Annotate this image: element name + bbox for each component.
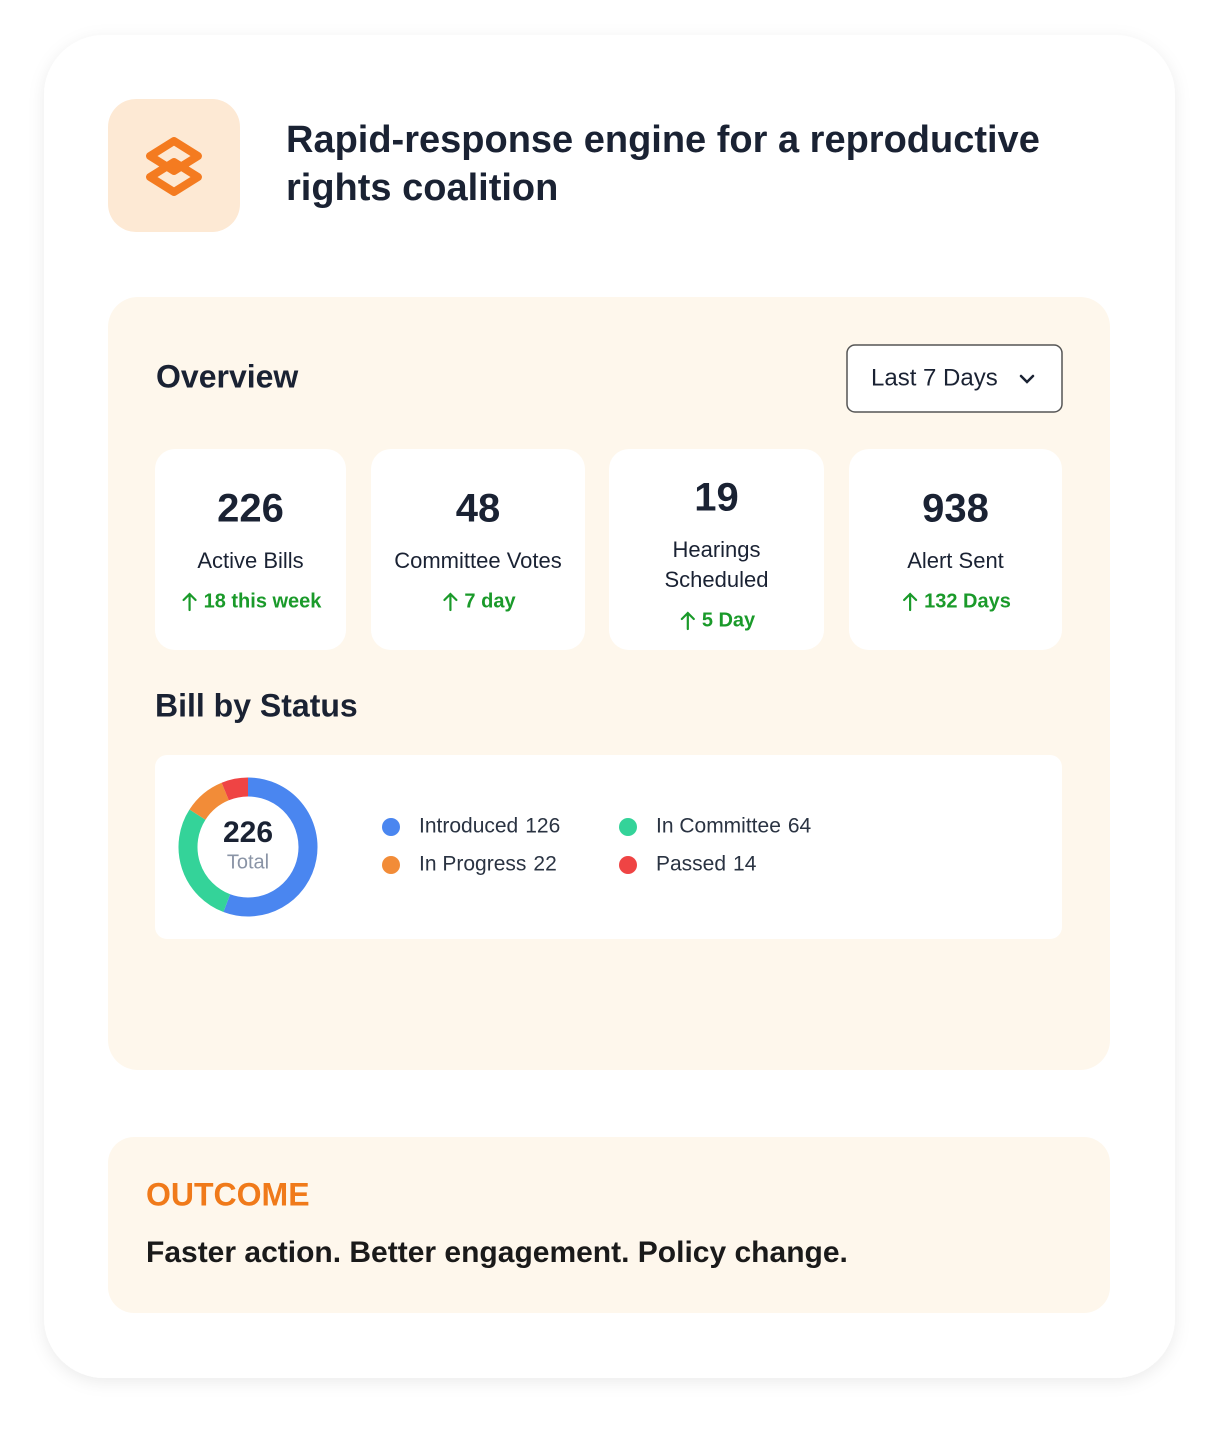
arrow-icon <box>443 592 458 612</box>
dropdown-label[interactable]: Last 7 Days <box>871 364 998 391</box>
donut <box>178 777 318 917</box>
stat-value: 48 <box>456 487 501 531</box>
legend: Introduced 126 In Committee 64 In Progress 22… <box>382 815 812 876</box>
stat-change: 132 Days <box>924 590 1011 612</box>
outcome-label: OUTCOME <box>146 1176 310 1212</box>
dropdown-box[interactable] <box>846 344 1063 413</box>
stat-label: Committee Votes <box>394 548 562 573</box>
donut-segment <box>178 809 231 913</box>
stat-card <box>609 449 824 650</box>
range-dropdown[interactable]: Last 7 Days <box>846 344 1063 413</box>
overview-panel <box>108 297 1110 1070</box>
donut-segment <box>189 782 230 821</box>
stat-value: 19 <box>694 476 739 520</box>
stat-change: 7 day <box>464 590 516 612</box>
donut-segment <box>223 777 318 917</box>
chart-title: Bill by Status <box>155 687 358 723</box>
stat-label: Scheduled <box>665 567 769 592</box>
donut-segment <box>221 777 249 801</box>
legend-dot <box>382 818 400 836</box>
chevron[interactable] <box>1019 374 1035 384</box>
stats: 226 Active Bills 18 this week 48 Committee V… <box>155 449 1062 650</box>
stat-label: Hearings <box>672 537 760 562</box>
arrow-icon <box>182 592 197 612</box>
stat-change: 5 Day <box>702 609 756 631</box>
overview-title: Overview <box>156 358 298 394</box>
legend-name: Passed <box>656 853 726 876</box>
legend-value: 64 <box>788 815 812 838</box>
arrow-icon <box>680 611 695 631</box>
outcome-panel <box>108 1137 1110 1313</box>
legend-dot <box>382 856 400 874</box>
stat-card <box>371 449 585 650</box>
donut-center-value: 226 <box>223 816 273 849</box>
title-line: rights coalition <box>286 167 558 209</box>
legend-dot <box>619 818 637 836</box>
stat-card <box>155 449 346 650</box>
stat-value: 938 <box>922 487 989 531</box>
title-line: Rapid-response engine for a reproductive <box>286 119 1040 161</box>
stat-value: 226 <box>217 487 284 531</box>
chart-card <box>155 755 1062 939</box>
legend-dot <box>619 856 637 874</box>
stat-change: 18 this week <box>204 590 323 612</box>
stat-label: Active Bills <box>197 548 303 573</box>
legend-value: 22 <box>533 853 556 876</box>
arrow-icon <box>903 592 918 612</box>
donut-center-label: Total <box>227 851 269 873</box>
legend-name: Introduced <box>419 815 518 838</box>
legend-value: 126 <box>525 815 560 838</box>
stat-label: Alert Sent <box>907 548 1004 573</box>
outcome-text: Faster action. Better engagement. Policy… <box>146 1236 848 1269</box>
stat-card <box>849 449 1062 650</box>
legend-name: In Committee <box>656 815 781 838</box>
logo <box>146 137 202 196</box>
legend-name: In Progress <box>419 853 526 876</box>
legend-value: 14 <box>733 853 757 876</box>
